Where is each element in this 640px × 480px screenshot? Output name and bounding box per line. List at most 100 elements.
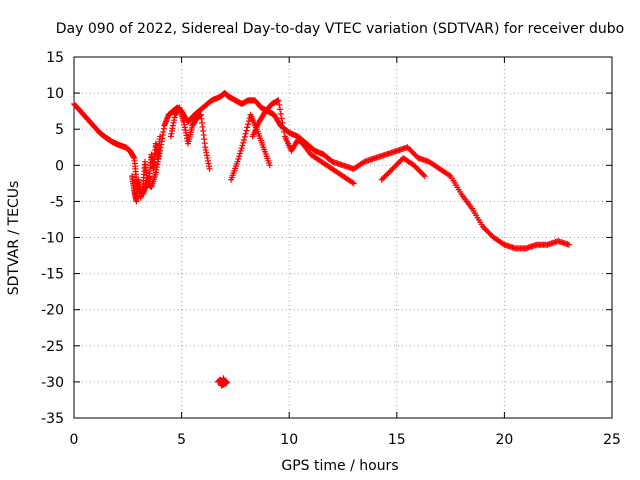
data-point [384, 171, 391, 178]
data-point [416, 167, 423, 174]
data-point [382, 172, 389, 179]
data-point [405, 145, 412, 152]
data-point [407, 146, 414, 153]
data-points [71, 90, 572, 389]
data-point [415, 166, 422, 173]
data-point [385, 169, 392, 176]
data-point [349, 179, 356, 186]
x-axis-ticks: 0 5 10 15 20 25 [70, 57, 621, 448]
x-tick-label: 15 [388, 432, 406, 448]
data-point [392, 163, 399, 170]
chart-title: Day 090 of 2022, Sidereal Day-to-day VTE… [56, 21, 624, 37]
data-point [394, 160, 401, 167]
data-point [390, 164, 397, 171]
data-point [421, 173, 428, 180]
data-point [409, 149, 416, 156]
data-point [393, 161, 400, 168]
y-tick-label: -35 [41, 411, 64, 427]
data-point [245, 121, 252, 128]
data-point [280, 124, 287, 131]
data-point [240, 139, 247, 146]
data-point [277, 110, 284, 117]
y-axis-ticks: -35 -30 -25 -20 -15 -10 -5 0 5 10 15 [41, 50, 612, 427]
data-point [279, 119, 286, 126]
data-point [485, 229, 492, 236]
x-tick-label: 0 [70, 432, 79, 448]
data-point [483, 227, 490, 234]
x-tick-label: 25 [603, 432, 621, 448]
data-point [243, 127, 250, 134]
data-point [380, 175, 387, 182]
y-tick-label: -20 [41, 303, 64, 319]
data-point [481, 225, 488, 232]
data-point [411, 162, 418, 169]
data-point [419, 170, 426, 177]
data-point [411, 151, 418, 158]
y-tick-label: 15 [46, 50, 64, 66]
x-tick-label: 20 [495, 432, 513, 448]
data-point [241, 133, 248, 140]
data-point [404, 144, 411, 151]
y-axis-label: SDTVAR / TECUs [6, 181, 22, 296]
data-point [486, 230, 493, 237]
data-point [565, 241, 572, 248]
data-point [281, 128, 288, 135]
series-outlier-cluster [215, 375, 230, 389]
x-tick-label: 5 [177, 432, 186, 448]
y-tick-label: 0 [55, 158, 64, 174]
data-point [276, 101, 283, 108]
data-point [235, 155, 242, 162]
data-point [378, 176, 385, 183]
series-arc-5 [378, 155, 428, 183]
data-point [157, 133, 164, 140]
data-point [275, 97, 282, 104]
data-point [360, 159, 367, 166]
data-point [446, 172, 453, 179]
data-point [234, 158, 241, 165]
x-tick-label: 10 [280, 432, 298, 448]
y-tick-label: -10 [41, 231, 64, 247]
y-tick-label: -5 [50, 194, 64, 210]
y-tick-label: 10 [46, 86, 64, 102]
data-point [236, 153, 243, 160]
data-point [412, 152, 419, 159]
data-point [381, 174, 388, 181]
series-arc-4 [296, 137, 357, 187]
data-point [479, 223, 486, 230]
data-point [386, 168, 393, 175]
grid-lines [74, 57, 612, 418]
series-early-dip-spikes [129, 133, 164, 205]
data-point [220, 375, 227, 382]
y-tick-label: -30 [41, 375, 64, 391]
data-point [277, 106, 284, 113]
data-point [278, 115, 285, 122]
data-point [239, 142, 246, 149]
data-point [413, 165, 420, 172]
data-point [266, 162, 273, 169]
data-point [388, 167, 395, 174]
data-point [237, 147, 244, 154]
data-point [389, 165, 396, 172]
data-point [412, 163, 419, 170]
data-point [236, 150, 243, 157]
data-point [241, 137, 248, 144]
data-point [242, 130, 249, 137]
data-point [417, 169, 424, 176]
y-tick-label: -15 [41, 267, 64, 283]
data-point [487, 231, 494, 238]
data-point [482, 226, 489, 233]
y-tick-label: -25 [41, 339, 64, 355]
data-point [397, 157, 404, 164]
series-arc-2 [228, 111, 273, 183]
data-point [500, 240, 507, 247]
x-axis-label: GPS time / hours [281, 458, 398, 474]
data-point [206, 165, 213, 172]
y-tick-label: 5 [55, 122, 64, 138]
data-point [420, 171, 427, 178]
data-point [408, 148, 415, 155]
series-arc-1 [167, 104, 213, 172]
data-point [244, 124, 251, 131]
data-point [238, 145, 245, 152]
data-point [396, 159, 403, 166]
